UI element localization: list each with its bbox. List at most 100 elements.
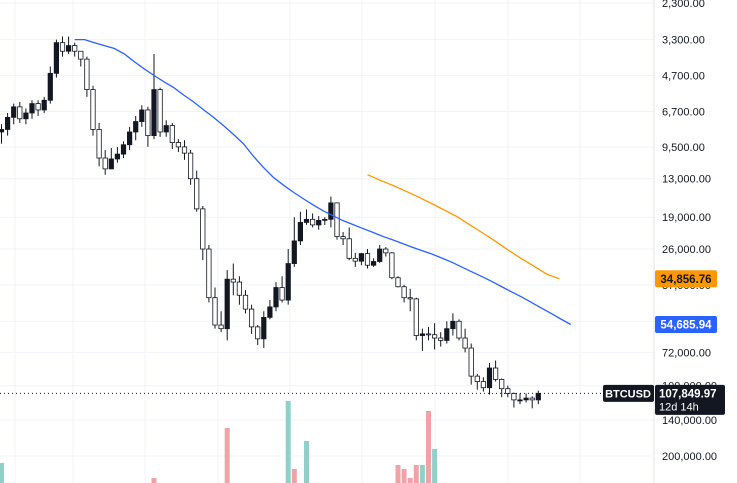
- candle: [425, 326, 432, 341]
- candle: [529, 396, 535, 409]
- candle: [444, 321, 450, 344]
- candle: [90, 85, 96, 136]
- volume-bar: [426, 411, 431, 483]
- candle: [175, 139, 181, 153]
- volume-bar: [407, 478, 413, 483]
- candle: [261, 311, 267, 349]
- candle: [456, 319, 462, 341]
- candle: [462, 328, 468, 353]
- candle: [389, 252, 395, 280]
- y-tick-label: 4,700.00: [662, 71, 705, 83]
- candle: [102, 150, 108, 175]
- candle: [248, 304, 255, 334]
- candle: [468, 343, 474, 385]
- candle: [78, 50, 84, 67]
- volume-bar: [151, 478, 157, 483]
- y-tick-label: 72,000.00: [662, 347, 711, 359]
- candle: [194, 170, 200, 212]
- candle: [297, 211, 304, 246]
- candle: [163, 120, 169, 137]
- candle: [242, 290, 249, 314]
- candle: [212, 287, 218, 329]
- candle: [108, 147, 114, 170]
- volume-bar: [304, 441, 309, 483]
- grid-lines: [0, 0, 655, 483]
- candle: [407, 288, 413, 312]
- candle: [273, 282, 279, 312]
- volume-bar: [224, 428, 230, 483]
- candle: [200, 205, 206, 261]
- y-tick-label: 2,300.00: [662, 0, 705, 10]
- candle: [419, 328, 426, 351]
- candle: [218, 311, 224, 333]
- candle: [11, 103, 17, 125]
- ma-blue-label: 54,685.94: [655, 315, 717, 333]
- ma-orange-label: 34,856.76: [655, 270, 717, 288]
- candle: [139, 105, 145, 127]
- candle: [450, 313, 456, 336]
- candle: [59, 36, 66, 57]
- candle: [35, 100, 41, 116]
- candle: [517, 393, 523, 405]
- candle: [364, 249, 371, 269]
- candle: [236, 276, 242, 305]
- candle: [96, 122, 102, 167]
- volume-bar: [291, 469, 297, 483]
- candle: [413, 297, 419, 341]
- candle: [133, 115, 139, 141]
- candle: [66, 36, 72, 54]
- candle: [438, 332, 444, 347]
- candle: [114, 146, 120, 163]
- candle: [309, 213, 316, 228]
- candle: [492, 360, 499, 382]
- volume-bars: [0, 401, 438, 483]
- volume-bar: [401, 469, 407, 483]
- candle: [535, 390, 541, 405]
- candle: [5, 112, 11, 136]
- y-tick-label: 140,000.00: [662, 415, 717, 427]
- candle: [47, 66, 53, 104]
- candle: [505, 385, 511, 398]
- y-tick-label: 3,300.00: [662, 35, 705, 47]
- candle: [334, 202, 340, 240]
- volume-bar: [395, 465, 401, 483]
- volume-bar: [432, 449, 438, 483]
- candle: [474, 373, 480, 390]
- candle: [169, 122, 175, 150]
- ma-blue-value: 54,685.94: [660, 319, 712, 331]
- candle: [267, 300, 273, 320]
- candle: [145, 106, 151, 147]
- ma-orange-value: 34,856.76: [660, 274, 711, 286]
- moving-averages: [74, 38, 572, 326]
- candle: [127, 126, 133, 151]
- candle: [316, 216, 322, 230]
- candle: [328, 196, 334, 228]
- y-tick-label: 13,000.00: [662, 174, 711, 186]
- candle: [370, 258, 377, 267]
- volume-bar: [285, 401, 291, 483]
- candle: [29, 100, 35, 119]
- y-tick-label: 9,500.00: [662, 142, 705, 154]
- volume-bar: [0, 463, 4, 483]
- candle: [17, 101, 23, 123]
- candle: [206, 245, 212, 303]
- candle: [346, 227, 352, 261]
- symbol-tag[interactable]: BTCUSD: [603, 384, 654, 402]
- candle: [23, 108, 29, 125]
- candle: [511, 392, 517, 408]
- candle: [523, 393, 529, 403]
- candle: [151, 53, 157, 140]
- candle: [285, 249, 291, 305]
- candle: [322, 217, 328, 225]
- candle: [84, 56, 90, 97]
- y-tick-label: 26,000.00: [662, 244, 711, 256]
- candle: [0, 124, 5, 144]
- candle: [431, 323, 438, 350]
- candle: [224, 270, 230, 341]
- candle: [352, 252, 358, 267]
- candle: [187, 150, 194, 185]
- candle: [383, 247, 389, 257]
- candle: [255, 325, 261, 346]
- candle: [303, 209, 310, 225]
